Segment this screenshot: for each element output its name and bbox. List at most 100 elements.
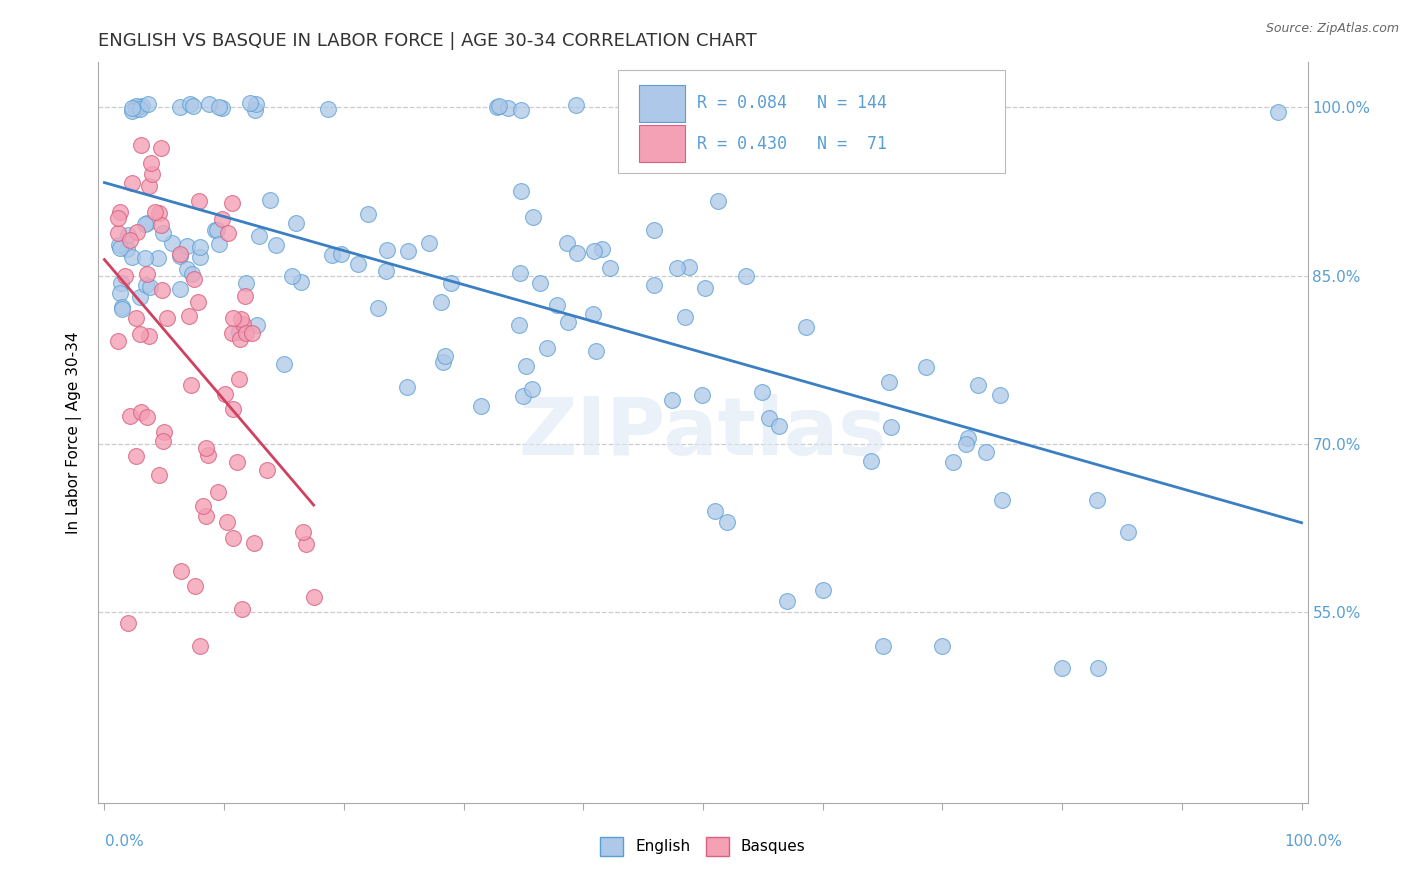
Point bbox=[515, 359, 537, 374]
Point bbox=[942, 455, 965, 469]
Point bbox=[794, 319, 817, 334]
Point bbox=[107, 227, 129, 241]
Point bbox=[1050, 661, 1073, 675]
Point bbox=[128, 326, 150, 341]
Point bbox=[565, 98, 588, 112]
Point bbox=[1085, 492, 1108, 507]
Point bbox=[434, 349, 457, 363]
Point bbox=[148, 468, 170, 483]
Point bbox=[706, 194, 728, 209]
Legend: English, Basques: English, Basques bbox=[595, 831, 811, 862]
Point bbox=[187, 294, 209, 309]
Point bbox=[877, 375, 900, 389]
Point bbox=[1116, 525, 1139, 540]
Point bbox=[121, 250, 143, 264]
Point bbox=[418, 236, 440, 251]
Point bbox=[207, 484, 229, 499]
Point bbox=[160, 236, 183, 251]
Point bbox=[129, 137, 152, 152]
Point bbox=[245, 318, 267, 333]
Point bbox=[536, 341, 558, 355]
Point bbox=[169, 246, 191, 260]
Point bbox=[110, 277, 132, 291]
Point bbox=[430, 295, 453, 310]
Point bbox=[690, 388, 713, 402]
Point bbox=[134, 251, 156, 265]
Point bbox=[1087, 661, 1109, 675]
Point bbox=[107, 334, 129, 349]
Point bbox=[243, 103, 266, 117]
Point bbox=[758, 410, 780, 425]
Point bbox=[991, 492, 1014, 507]
Point bbox=[214, 387, 236, 401]
Point bbox=[243, 535, 266, 549]
Point bbox=[225, 455, 247, 469]
Point bbox=[988, 388, 1011, 402]
Point bbox=[169, 564, 191, 578]
Point bbox=[914, 360, 936, 375]
Point bbox=[131, 99, 153, 113]
Point bbox=[138, 329, 160, 343]
Point bbox=[114, 268, 136, 283]
Point bbox=[235, 326, 257, 341]
Point bbox=[565, 245, 588, 260]
Point bbox=[555, 236, 578, 251]
Point bbox=[111, 301, 134, 315]
Y-axis label: In Labor Force | Age 30-34: In Labor Force | Age 30-34 bbox=[66, 331, 83, 534]
Point bbox=[295, 537, 318, 551]
Point bbox=[108, 238, 131, 252]
Point bbox=[125, 310, 148, 325]
Point bbox=[485, 100, 508, 114]
Point bbox=[136, 216, 159, 230]
Point bbox=[377, 243, 399, 257]
Point bbox=[716, 516, 738, 530]
Point bbox=[395, 380, 418, 394]
Point bbox=[188, 639, 211, 653]
Point bbox=[110, 205, 132, 219]
Point bbox=[177, 309, 200, 323]
Point bbox=[673, 310, 696, 324]
Point bbox=[180, 377, 202, 392]
Point bbox=[138, 280, 160, 294]
Point bbox=[169, 249, 191, 263]
Point bbox=[115, 243, 138, 257]
Point bbox=[751, 385, 773, 400]
Point bbox=[128, 102, 150, 116]
Point bbox=[231, 311, 253, 326]
Point bbox=[974, 444, 997, 458]
Point bbox=[585, 344, 607, 359]
Point bbox=[181, 99, 204, 113]
Point bbox=[176, 239, 198, 253]
Point bbox=[139, 155, 162, 169]
Point bbox=[860, 454, 883, 468]
Point bbox=[228, 326, 250, 340]
Text: ENGLISH VS BASQUE IN LABOR FORCE | AGE 30-34 CORRELATION CHART: ENGLISH VS BASQUE IN LABOR FORCE | AGE 3… bbox=[98, 32, 758, 50]
Point bbox=[557, 315, 579, 329]
Point bbox=[118, 233, 141, 247]
Point bbox=[188, 240, 211, 254]
Point bbox=[347, 257, 370, 271]
Point bbox=[198, 97, 221, 112]
Point bbox=[135, 278, 157, 293]
Point bbox=[169, 282, 191, 296]
Point bbox=[280, 268, 302, 283]
Point bbox=[125, 449, 148, 463]
Point bbox=[179, 96, 201, 111]
Point bbox=[931, 639, 953, 653]
Point bbox=[176, 262, 198, 277]
Point bbox=[488, 99, 510, 113]
Point bbox=[235, 276, 257, 290]
Point bbox=[197, 449, 219, 463]
Point bbox=[661, 102, 683, 116]
Point bbox=[129, 405, 152, 419]
Point bbox=[643, 223, 665, 237]
Point bbox=[470, 400, 492, 414]
Point bbox=[522, 210, 544, 224]
Point bbox=[110, 285, 132, 300]
Point bbox=[211, 101, 233, 115]
Point bbox=[127, 100, 149, 114]
Text: R = 0.084   N = 144: R = 0.084 N = 144 bbox=[697, 95, 887, 112]
Point bbox=[150, 141, 173, 155]
Point bbox=[183, 272, 205, 286]
Point bbox=[1267, 104, 1289, 119]
